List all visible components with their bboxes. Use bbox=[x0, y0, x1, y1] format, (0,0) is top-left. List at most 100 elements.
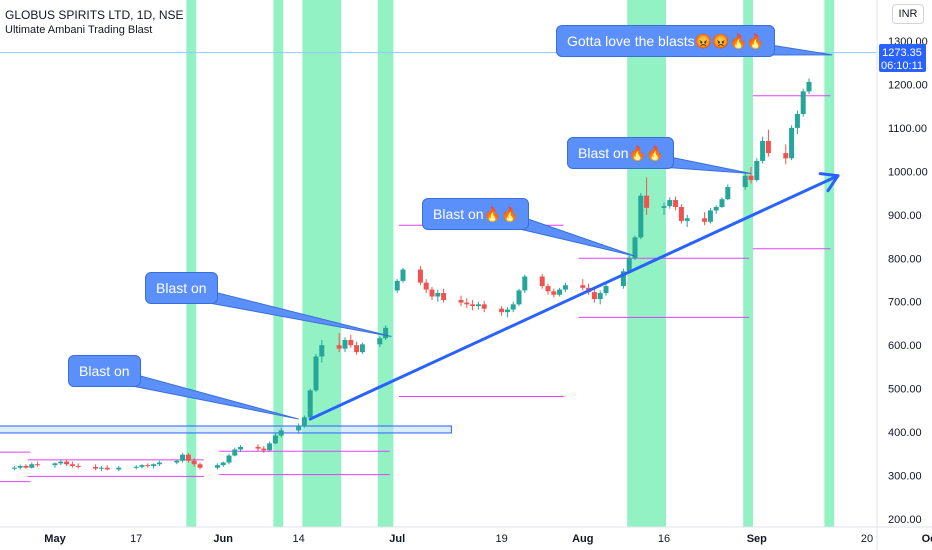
candle-body bbox=[551, 291, 557, 295]
candle-body bbox=[626, 258, 632, 272]
callout-blast-on-1[interactable]: Blast on bbox=[68, 355, 141, 387]
candle-body bbox=[510, 304, 516, 310]
candle-body bbox=[562, 285, 568, 290]
candle-body bbox=[760, 140, 766, 161]
blast-highlight-band bbox=[273, 0, 284, 527]
candle-body bbox=[313, 356, 319, 391]
candle-body bbox=[232, 449, 238, 456]
candle-body bbox=[69, 464, 75, 466]
price-tick-label: 500.00 bbox=[888, 384, 922, 396]
candle-body bbox=[75, 465, 81, 467]
candle-body bbox=[702, 218, 708, 222]
blast-highlight-band bbox=[824, 0, 835, 527]
candle-body bbox=[400, 269, 406, 281]
candle-body bbox=[197, 464, 203, 468]
last-price-label: 1273.35 bbox=[882, 47, 922, 59]
candle-body bbox=[104, 467, 110, 470]
support-zone bbox=[0, 425, 452, 434]
candle-body bbox=[238, 446, 244, 450]
candle-body bbox=[359, 344, 365, 353]
candle-body bbox=[185, 454, 191, 461]
candle-body bbox=[441, 293, 447, 300]
price-tick-label: 900.00 bbox=[888, 210, 922, 222]
candle-body bbox=[725, 187, 731, 200]
candle-body bbox=[754, 160, 760, 181]
candle-body bbox=[267, 443, 273, 451]
candle-body bbox=[417, 269, 423, 283]
blast-highlight-layer bbox=[186, 0, 835, 527]
candle-body bbox=[800, 91, 806, 115]
candle-body bbox=[377, 338, 383, 345]
candle-body bbox=[719, 199, 725, 207]
candle-body bbox=[429, 289, 435, 297]
callout-blast-on-2[interactable]: Blast on bbox=[145, 272, 218, 304]
candle-body bbox=[23, 465, 29, 468]
candle-body bbox=[319, 345, 325, 357]
time-tick-label: Oct bbox=[922, 533, 932, 545]
candle-body bbox=[58, 461, 64, 464]
time-tick-label: Jun bbox=[213, 533, 233, 545]
candle-body bbox=[180, 454, 186, 461]
candle-body bbox=[226, 455, 232, 463]
candle-body bbox=[673, 200, 679, 207]
candle-body bbox=[504, 309, 510, 313]
callout-blast-on-3[interactable]: Blast on🔥🔥 bbox=[422, 198, 530, 230]
candle-body bbox=[603, 286, 609, 294]
candle-body bbox=[707, 210, 713, 222]
callout-blast-on-4[interactable]: Blast on🔥🔥 bbox=[567, 137, 675, 169]
candle-body bbox=[638, 195, 644, 238]
candle-body bbox=[98, 467, 104, 469]
callout-pointers-layer bbox=[125, 44, 833, 420]
candle-body bbox=[301, 417, 307, 427]
candle-body bbox=[174, 460, 180, 463]
symbol-title: GLOBUS SPIRITS LTD, 1D, NSE bbox=[5, 8, 184, 22]
candle-body bbox=[336, 345, 342, 349]
callout-pointer bbox=[202, 291, 392, 337]
candle-body bbox=[644, 195, 650, 208]
time-axis[interactable]: May 17 Jun 14 Jul 19 Aug 16 Sep 20 Oct bbox=[44, 533, 932, 545]
trendline-layer bbox=[308, 172, 840, 421]
candle-body bbox=[423, 282, 429, 290]
candle-body bbox=[348, 339, 354, 346]
candle-body bbox=[667, 200, 673, 207]
candle-body bbox=[354, 345, 360, 353]
callout-gotta-love[interactable]: Gotta love the blasts😡😡🔥🔥 bbox=[556, 25, 776, 57]
candle-body bbox=[220, 462, 226, 466]
candle-body bbox=[307, 390, 313, 418]
candle-body bbox=[458, 299, 464, 303]
candle-body bbox=[794, 114, 800, 128]
time-tick-label: 20 bbox=[861, 533, 873, 545]
candle-body bbox=[742, 175, 748, 188]
currency-button[interactable]: INR bbox=[892, 4, 924, 24]
candle-body bbox=[783, 153, 789, 159]
candle-body bbox=[597, 293, 603, 300]
candle-body bbox=[272, 435, 278, 444]
candle-body bbox=[214, 465, 220, 468]
callout-pointer bbox=[514, 217, 636, 257]
candle-body bbox=[591, 292, 597, 300]
candle-body bbox=[545, 286, 551, 292]
time-tick-label: May bbox=[44, 533, 66, 545]
candle-body bbox=[522, 276, 528, 291]
candle-body bbox=[713, 206, 719, 211]
blast-highlight-band bbox=[186, 0, 197, 527]
candle-body bbox=[435, 293, 441, 297]
candle-body bbox=[806, 81, 812, 92]
candle-body bbox=[116, 467, 122, 470]
candle-body bbox=[255, 446, 261, 449]
price-tick-label: 600.00 bbox=[888, 340, 922, 352]
time-tick-label: 19 bbox=[495, 533, 507, 545]
candle-body bbox=[383, 327, 389, 339]
trendline bbox=[308, 174, 840, 421]
candle-body bbox=[620, 271, 626, 287]
price-tick-label: 1000.00 bbox=[888, 166, 928, 178]
candle-body bbox=[342, 339, 348, 349]
price-axis[interactable]: 1300.001200.001100.001000.00900.00800.00… bbox=[888, 36, 928, 526]
candle-body bbox=[475, 304, 481, 307]
candle-body bbox=[789, 127, 795, 159]
time-tick-label: Sep bbox=[747, 533, 767, 545]
candle-body bbox=[93, 466, 99, 469]
candle-body bbox=[29, 464, 35, 468]
candle-body bbox=[156, 462, 162, 465]
